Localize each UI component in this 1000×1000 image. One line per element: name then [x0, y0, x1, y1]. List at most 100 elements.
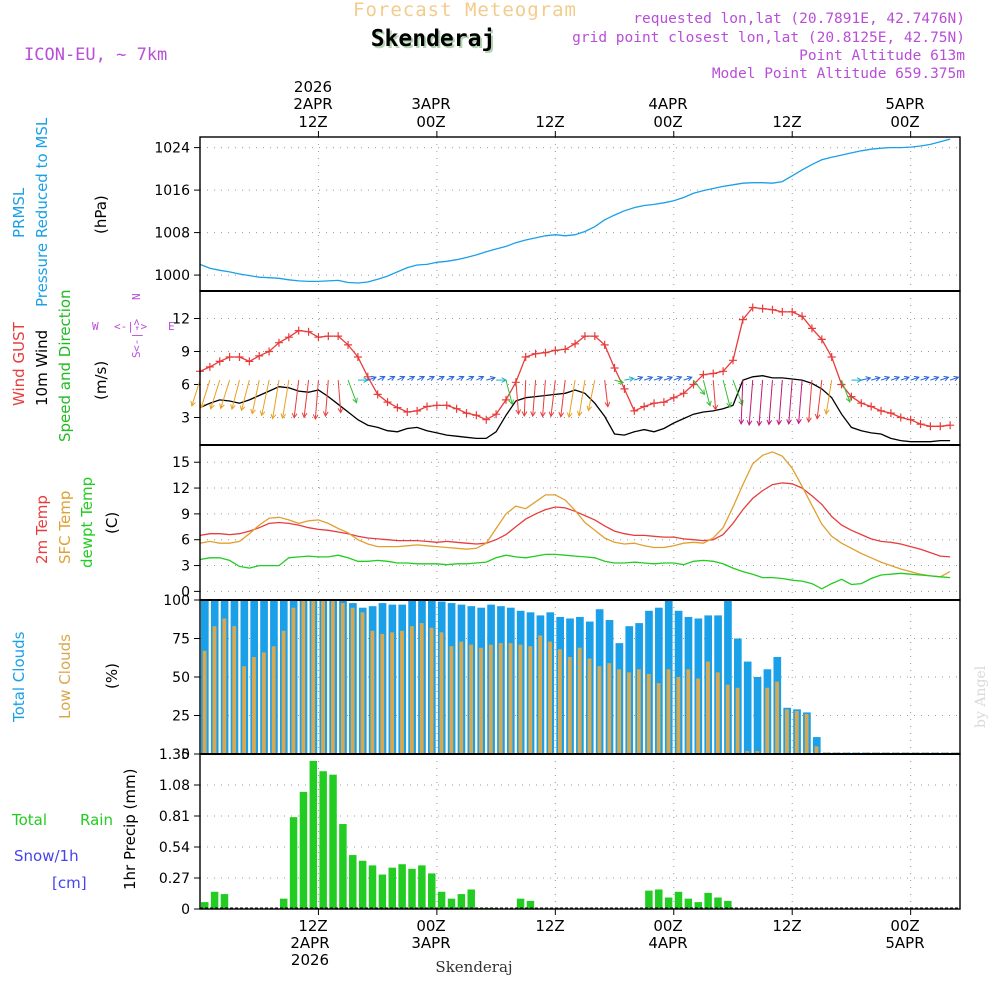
- rain-bar: [684, 898, 693, 909]
- wind-direction-arrow: [550, 380, 556, 417]
- gust-marker: [689, 380, 698, 389]
- temp-unit: (C): [103, 512, 121, 534]
- wind-direction-arrow: [722, 379, 731, 408]
- low-clouds-bar: [222, 618, 227, 754]
- gust-marker: [640, 402, 649, 411]
- rain-bar: [368, 865, 377, 909]
- total-clouds-bar: [655, 607, 663, 754]
- wind-direction-arrow: [515, 380, 520, 415]
- low-clouds-bar: [607, 663, 612, 754]
- wind-direction-arrow: [560, 380, 566, 417]
- wind-direction-arrow: [486, 377, 496, 381]
- low-clouds-bar: [715, 672, 720, 754]
- low-clouds-bar: [577, 647, 582, 754]
- wind-direction-arrowhead: [604, 401, 611, 408]
- temp-2m-label: 2m Temp: [33, 495, 51, 564]
- compass-arrows: <-|->: [114, 320, 147, 333]
- precip-snow-label: Snow/1h: [14, 847, 79, 865]
- precip-total-label: Total: [11, 811, 47, 829]
- clouds-ytick-label: 50: [172, 670, 190, 686]
- wind-direction-arrowhead: [468, 375, 475, 381]
- gust-marker: [896, 413, 905, 422]
- pressure-series-prmsl: [199, 138, 951, 284]
- rain-bar: [388, 867, 397, 909]
- low-clouds-bar: [469, 644, 474, 754]
- gust-marker: [344, 340, 353, 349]
- model-altitude: Model Point Altitude 659.375m: [712, 66, 965, 82]
- wind-direction-arrowhead: [259, 410, 266, 417]
- wind-direction-arrowhead: [943, 375, 950, 382]
- rain-bar: [339, 824, 347, 909]
- gust-marker: [541, 348, 550, 357]
- wind-direction-arrowhead: [806, 417, 812, 423]
- wind-direction-arrow: [758, 380, 764, 426]
- wind-direction-arrow: [702, 379, 711, 406]
- rain-bar: [724, 900, 732, 909]
- wind-direction-arrowhead: [903, 375, 910, 382]
- gust-marker: [768, 305, 777, 314]
- low-clouds-bar: [745, 750, 750, 754]
- wind-ytick-label: 9: [181, 345, 190, 361]
- wind-direction-arrow: [683, 376, 692, 381]
- wind-direction-arrowhead: [558, 411, 565, 418]
- precipitation-ytick-label: 1.35: [159, 747, 190, 763]
- low-clouds-bar: [390, 632, 395, 754]
- low-clouds-bar: [567, 656, 572, 754]
- low-clouds-bar: [814, 746, 819, 754]
- low-clouds-bar: [409, 626, 414, 754]
- wind-direction-arrowhead: [370, 375, 377, 382]
- wind-unit: (m/s): [92, 361, 110, 400]
- total-clouds-bar: [743, 661, 752, 754]
- gust-marker: [225, 353, 234, 361]
- gust-marker: [334, 332, 343, 341]
- top-axis-label: 2APR: [293, 95, 332, 113]
- wind-direction-arrowhead: [291, 412, 298, 419]
- gust-marker: [817, 335, 826, 344]
- total-clouds-label: Total Clouds: [10, 631, 28, 723]
- gust-marker: [245, 357, 254, 366]
- wind-direction-arrowhead: [301, 412, 308, 419]
- wind-gust-label: Wind GUST: [10, 321, 28, 406]
- wind-direction-arrow: [748, 380, 754, 425]
- temperature-ytick-label: 15: [172, 455, 190, 471]
- wind-direction-arrowhead: [586, 405, 593, 412]
- gust-marker: [758, 304, 767, 313]
- top-axis-label: 5APR: [885, 95, 924, 113]
- low-clouds-bar: [706, 661, 710, 754]
- low-clouds-label: Low Clouds: [56, 634, 74, 719]
- pressure-label-prmsl: PRMSL: [10, 187, 28, 238]
- gust-marker: [926, 422, 935, 431]
- low-clouds-bar: [261, 652, 266, 754]
- low-clouds-bar: [804, 713, 809, 754]
- wind-direction-arrowhead: [884, 375, 891, 382]
- wind-direction-arrowhead: [399, 375, 406, 381]
- bottom-axis-label: 4APR: [648, 934, 687, 952]
- temperature-ytick-label: 12: [172, 481, 190, 497]
- precipitation-ytick-label: 1.08: [159, 778, 190, 794]
- gust-marker: [916, 420, 925, 429]
- wind-direction-arrow: [673, 376, 682, 381]
- compass-south: S: [130, 351, 143, 358]
- wind-direction-arrowhead: [766, 419, 773, 426]
- wind-direction-arrow: [940, 376, 949, 381]
- low-clouds-bar: [429, 627, 434, 754]
- rain-bar: [279, 898, 288, 909]
- wind-direction-arrowhead: [515, 409, 522, 416]
- temperature-series-dewpt-temp: [199, 553, 951, 590]
- low-clouds-bar: [360, 612, 365, 754]
- top-axis-label: 12Z: [772, 113, 801, 131]
- wind-series-10m-wind: [199, 375, 951, 443]
- wind-direction-arrowhead: [322, 411, 329, 418]
- wind-direction-arrow: [337, 380, 342, 413]
- wind-direction-arrowhead: [566, 412, 573, 419]
- wind-direction-arrow: [456, 376, 464, 381]
- wind-direction-arrowhead: [540, 411, 546, 418]
- wind-direction-arrow: [532, 380, 537, 417]
- wind-direction-arrowhead: [776, 419, 782, 426]
- wind-direction-arrowhead: [548, 411, 555, 418]
- wind-direction-arrow: [191, 379, 201, 407]
- low-clouds-bar: [696, 678, 701, 754]
- wind-direction-arrowhead: [647, 375, 654, 382]
- precipitation-ytick-label: 0: [181, 902, 190, 918]
